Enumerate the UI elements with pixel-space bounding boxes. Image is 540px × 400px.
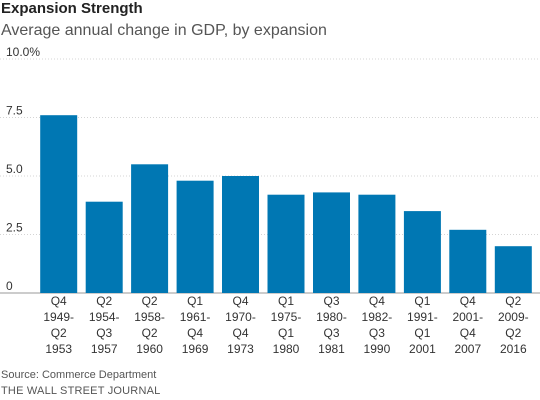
bars (40, 115, 532, 293)
bar (267, 194, 305, 293)
x-category-label: Q1 1975-Q1 1980 (271, 294, 302, 356)
x-category-label: Q1 1961-Q4 1969 (180, 294, 211, 356)
x-category-label: Q3 1980-Q3 1981 (316, 294, 347, 356)
y-tick-label: 10.0% (6, 45, 40, 59)
y-tick-label: 5.0 (6, 162, 23, 176)
bar (222, 176, 259, 293)
bar (449, 229, 487, 293)
x-category-label: Q4 1970-Q4 1973 (225, 294, 256, 356)
bar (176, 180, 214, 293)
chart-title: Expansion Strength (1, 0, 143, 17)
publisher-credit: THE WALL STREET JOURNAL (1, 385, 161, 397)
y-tick-labels: 0 2.5 5.0 7.5 10.0% (6, 45, 40, 293)
x-category-label: Q2 2009-Q2 2016 (498, 294, 529, 356)
x-category-label: Q1 1991-Q1 2001 (407, 294, 438, 356)
bar (313, 192, 350, 293)
x-category-label: Q2 1958-Q2 1960 (134, 294, 165, 356)
x-category-label: Q4 1982-Q3 1990 (362, 294, 393, 356)
x-category-label: Q4 2001-Q4 2007 (452, 294, 483, 356)
y-tick-label: 0 (6, 279, 13, 293)
bar (131, 164, 169, 293)
chart-subtitle: Average annual change in GDP, by expansi… (1, 22, 327, 39)
bar (358, 194, 396, 293)
x-category-label: Q4 1949-Q2 1953 (43, 294, 74, 356)
bar (40, 115, 78, 293)
source-note: Source: Commerce Department (1, 369, 157, 381)
category-labels: Q4 1949-Q2 1953 Q2 1954-Q3 1957 Q2 1958-Q2 1960 Q… (43, 294, 528, 356)
y-tick-label: 2.5 (6, 221, 23, 235)
x-category-label: Q2 1954-Q3 1957 (89, 294, 120, 356)
bar (494, 246, 532, 293)
bar (403, 211, 441, 293)
bar (85, 201, 123, 293)
y-tick-label: 7.5 (6, 104, 23, 118)
